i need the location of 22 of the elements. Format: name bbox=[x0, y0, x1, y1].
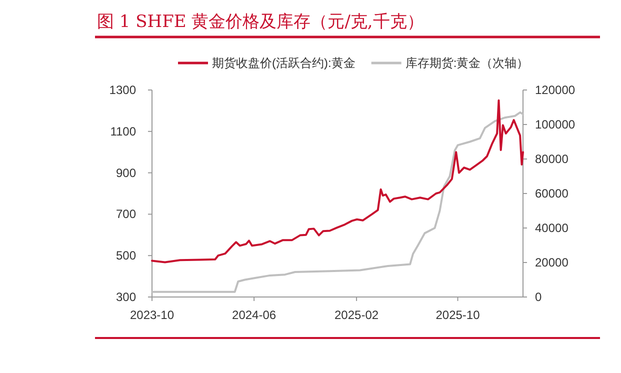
y2-tick-label: 60000 bbox=[535, 186, 569, 200]
y2-tick-label: 100000 bbox=[535, 118, 576, 132]
line-series bbox=[151, 99, 524, 264]
y2-tick-label: 80000 bbox=[535, 152, 569, 166]
chart-title: 图 1 SHFE 黄金价格及库存（元/克,千克） bbox=[97, 12, 424, 32]
legend-label: 期货收盘价(活跃合约):黄金 bbox=[212, 56, 356, 70]
line-series bbox=[151, 111, 524, 293]
y2-tick-label: 40000 bbox=[535, 221, 569, 235]
y2-tick-label: 20000 bbox=[535, 256, 569, 270]
x-tick-label: 2025-02 bbox=[334, 308, 379, 322]
y-tick-label: 500 bbox=[116, 248, 136, 263]
y2-tick-label: 0 bbox=[535, 290, 542, 304]
x-tick-label: 2025-10 bbox=[436, 308, 480, 322]
y-tick-label: 900 bbox=[116, 166, 136, 180]
x-tick-label: 2024-06 bbox=[232, 308, 276, 322]
y-tick-label: 1100 bbox=[110, 124, 136, 138]
x-tick-label: 2023-10 bbox=[130, 308, 174, 322]
y-tick-label: 300 bbox=[116, 290, 136, 304]
legend-label: 库存期货:黄金（次轴） bbox=[405, 56, 529, 70]
y-tick-label: 700 bbox=[116, 207, 136, 222]
y2-tick-label: 120000 bbox=[535, 83, 576, 97]
y-tick-label: 1300 bbox=[109, 83, 136, 97]
